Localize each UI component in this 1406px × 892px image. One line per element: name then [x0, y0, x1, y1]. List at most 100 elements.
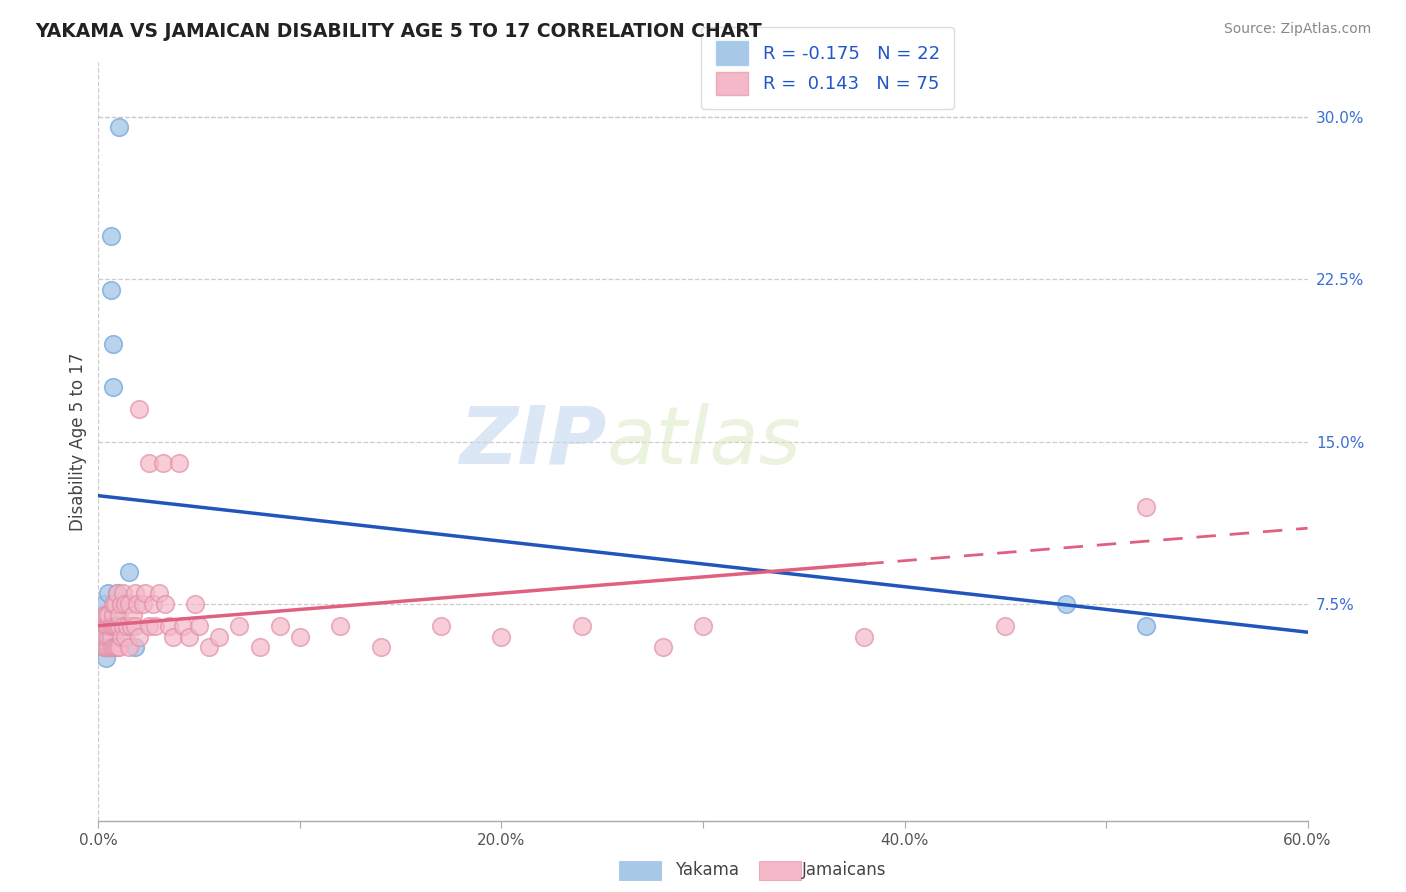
Point [148, 586, 170, 600]
Point [651, 640, 673, 655]
Point [93, 630, 115, 644]
Point [118, 565, 141, 579]
Point [111, 618, 134, 632]
Point [96, 618, 118, 632]
Point [103, 640, 125, 655]
Point [93, 597, 115, 611]
Point [142, 597, 165, 611]
Point [994, 618, 1017, 632]
Point [93, 640, 115, 655]
Point [157, 618, 180, 632]
Point [101, 640, 124, 655]
Point [97, 618, 120, 632]
Point [96, 607, 118, 622]
Point [103, 597, 125, 611]
Point [121, 607, 143, 622]
Point [93, 607, 115, 622]
Point [97, 640, 120, 655]
Point [107, 640, 129, 655]
Point [107, 607, 129, 622]
Point [97, 630, 120, 644]
Point [91, 618, 114, 632]
Point [1135, 500, 1157, 514]
Point [138, 618, 160, 632]
Point [128, 630, 150, 644]
Point [124, 618, 146, 632]
Point [100, 283, 122, 297]
Point [1054, 597, 1077, 611]
Point [124, 640, 146, 655]
Point [96, 630, 118, 644]
Text: ZIP: ZIP [458, 402, 606, 481]
Point [132, 597, 155, 611]
Point [101, 380, 124, 394]
Point [208, 630, 231, 644]
Text: Jamaicans: Jamaicans [801, 861, 886, 879]
Y-axis label: Disability Age 5 to 17: Disability Age 5 to 17 [69, 352, 87, 531]
Point [105, 640, 128, 655]
Point [97, 607, 120, 622]
Point [111, 597, 134, 611]
Point [97, 618, 120, 632]
Point [143, 618, 166, 632]
Point [125, 597, 148, 611]
Point [96, 607, 118, 622]
Text: Yakama: Yakama [675, 861, 740, 879]
Point [100, 640, 122, 655]
Point [103, 630, 125, 644]
Point [114, 597, 136, 611]
Legend: R = -0.175   N = 22, R =  0.143   N = 75: R = -0.175 N = 22, R = 0.143 N = 75 [702, 27, 955, 110]
Point [97, 586, 120, 600]
Point [101, 607, 124, 622]
Point [269, 618, 291, 632]
Point [93, 640, 115, 655]
Point [96, 651, 118, 665]
Point [228, 618, 250, 632]
Point [288, 630, 311, 644]
Point [101, 597, 124, 611]
Point [134, 586, 156, 600]
Point [100, 618, 122, 632]
Point [110, 630, 132, 644]
Point [105, 586, 128, 600]
Text: Source: ZipAtlas.com: Source: ZipAtlas.com [1223, 22, 1371, 37]
Point [329, 618, 352, 632]
Text: atlas: atlas [606, 402, 801, 481]
Point [97, 640, 120, 655]
Point [188, 618, 211, 632]
Point [107, 618, 129, 632]
Point [167, 456, 190, 470]
Point [152, 456, 174, 470]
Point [124, 586, 146, 600]
Point [118, 597, 141, 611]
Point [107, 120, 129, 135]
Point [249, 640, 271, 655]
Point [162, 630, 184, 644]
Point [138, 456, 160, 470]
Point [96, 640, 118, 655]
Point [118, 640, 141, 655]
Point [571, 618, 593, 632]
Point [111, 586, 134, 600]
Point [105, 586, 128, 600]
Point [692, 618, 714, 632]
Point [153, 597, 176, 611]
Point [184, 597, 207, 611]
Point [103, 597, 125, 611]
Point [853, 630, 876, 644]
Point [105, 618, 128, 632]
Point [172, 618, 194, 632]
Point [198, 640, 221, 655]
Point [114, 630, 136, 644]
Point [93, 618, 115, 632]
Point [100, 228, 122, 243]
Point [103, 618, 125, 632]
Point [370, 640, 392, 655]
Point [128, 402, 150, 417]
Point [100, 630, 122, 644]
Point [101, 618, 124, 632]
Point [491, 630, 513, 644]
Text: YAKAMA VS JAMAICAN DISABILITY AGE 5 TO 17 CORRELATION CHART: YAKAMA VS JAMAICAN DISABILITY AGE 5 TO 1… [35, 22, 762, 41]
Point [1135, 618, 1157, 632]
Point [179, 630, 201, 644]
